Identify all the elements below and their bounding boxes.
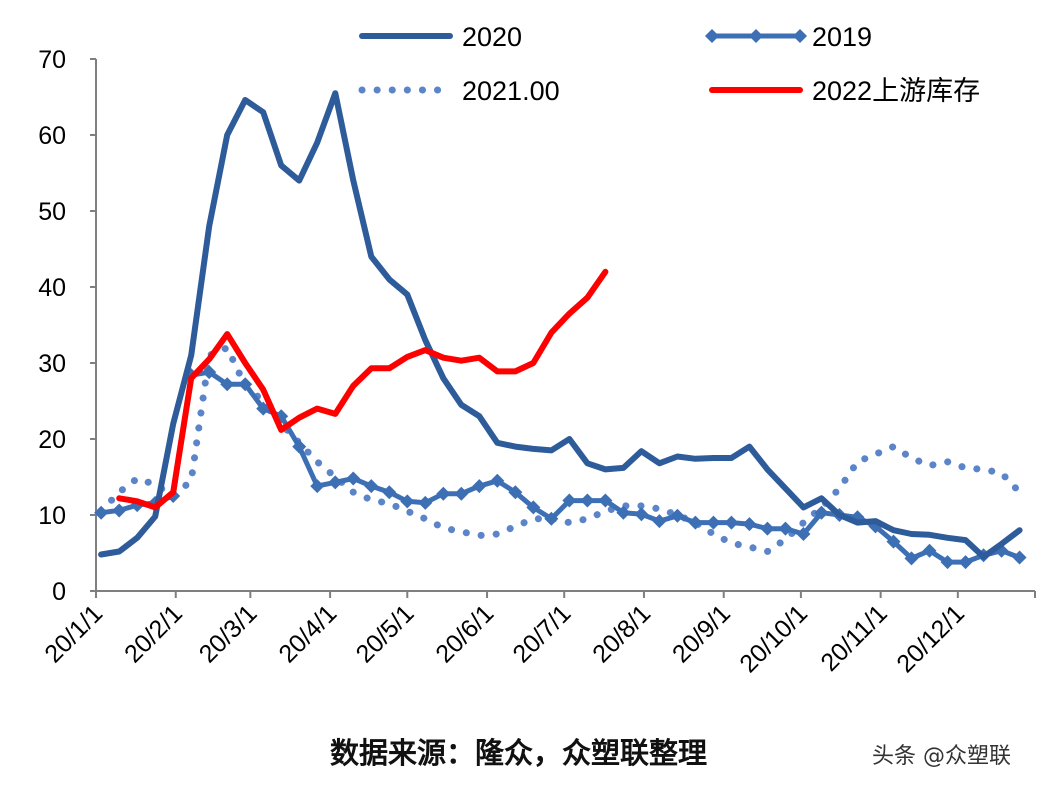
legend-label: 2019: [812, 22, 872, 52]
x-tick-label: 20/8/1: [587, 599, 656, 668]
y-tick-label: 0: [52, 578, 66, 606]
data-point-marker: [472, 479, 487, 494]
data-point-marker: [598, 493, 613, 508]
data-point-marker: [364, 479, 379, 494]
y-tick-label: 50: [38, 198, 66, 226]
data-point-marker: [328, 475, 343, 490]
data-point-marker: [454, 486, 469, 501]
data-point-marker: [238, 377, 253, 392]
series-lines: [94, 90, 1027, 570]
x-tick-label: 20/6/1: [430, 599, 499, 668]
data-point-marker: [220, 377, 235, 392]
data-point-marker: [796, 527, 811, 541]
legend-diamond-marker: [793, 29, 807, 43]
data-point-marker: [418, 495, 433, 510]
data-point-marker: [616, 505, 631, 520]
data-point-marker: [292, 439, 307, 454]
y-tick-label: 20: [38, 426, 66, 454]
series-line-2022上游库存: [116, 268, 609, 511]
x-tick-label: 20/7/1: [508, 599, 577, 668]
data-point-marker: [940, 555, 955, 570]
data-point-marker: [490, 473, 505, 488]
data-point-marker: [634, 507, 649, 522]
data-point-marker: [526, 500, 541, 515]
x-tick-label: 20/3/1: [194, 599, 263, 668]
data-point-marker: [256, 401, 271, 416]
data-point-marker: [688, 515, 703, 530]
x-tick-label: 20/11/1: [815, 599, 892, 676]
data-source-note: 数据来源：隆众，众塑联整理: [330, 736, 708, 770]
data-point-marker: [886, 534, 901, 549]
data-point-marker: [310, 479, 325, 494]
data-point-marker: [544, 511, 559, 526]
x-tick-label: 20/10/1: [734, 599, 813, 678]
data-point-marker: [436, 486, 451, 501]
y-tick-label: 30: [38, 350, 66, 378]
legend-label: 2022上游库存: [812, 76, 980, 106]
data-point-marker: [904, 551, 919, 566]
data-point-marker: [922, 543, 937, 558]
data-point-marker: [742, 517, 757, 532]
y-tick-label: 40: [38, 274, 66, 302]
watermark: 头条 @众塑联: [872, 744, 1011, 769]
data-point-marker: [1012, 550, 1027, 565]
data-point-marker: [670, 508, 685, 523]
data-point-marker: [202, 365, 217, 380]
data-point-marker: [112, 503, 127, 518]
x-tick-label: 20/1/1: [39, 599, 108, 668]
data-point-marker: [652, 514, 667, 529]
legend-diamond-marker: [705, 29, 719, 43]
data-point-marker: [778, 521, 793, 536]
legend-diamond-marker: [749, 29, 763, 43]
x-tick-label: 20/9/1: [667, 599, 736, 668]
legend: 2020 2019 2021.00 2022上游库存: [358, 22, 980, 106]
data-point-marker: [814, 505, 829, 520]
data-point-marker: [580, 493, 595, 508]
x-tick-label: 20/2/1: [119, 599, 188, 668]
legend-label: 2021.00: [462, 76, 560, 106]
x-tick-label: 20/4/1: [273, 599, 342, 668]
y-tick-label: 10: [38, 502, 66, 530]
series-line-2021.00: [97, 343, 1024, 556]
y-tick-label: 60: [38, 122, 66, 150]
data-point-marker: [382, 485, 397, 500]
x-tick-label: 20/12/1: [891, 599, 970, 678]
data-point-marker: [400, 494, 415, 509]
legend-label: 2020: [462, 22, 522, 52]
y-tick-label: 70: [38, 46, 66, 74]
data-point-marker: [760, 521, 775, 536]
data-point-marker: [94, 505, 109, 520]
data-point-marker: [508, 485, 523, 500]
data-point-marker: [346, 471, 361, 486]
x-tick-label: 20/5/1: [351, 599, 420, 668]
data-point-marker: [562, 493, 577, 508]
series-line-2020: [98, 90, 1023, 560]
data-point-marker: [958, 555, 973, 570]
data-point-marker: [706, 515, 721, 530]
data-point-marker: [724, 515, 739, 530]
series-line-2019: [100, 369, 1021, 565]
